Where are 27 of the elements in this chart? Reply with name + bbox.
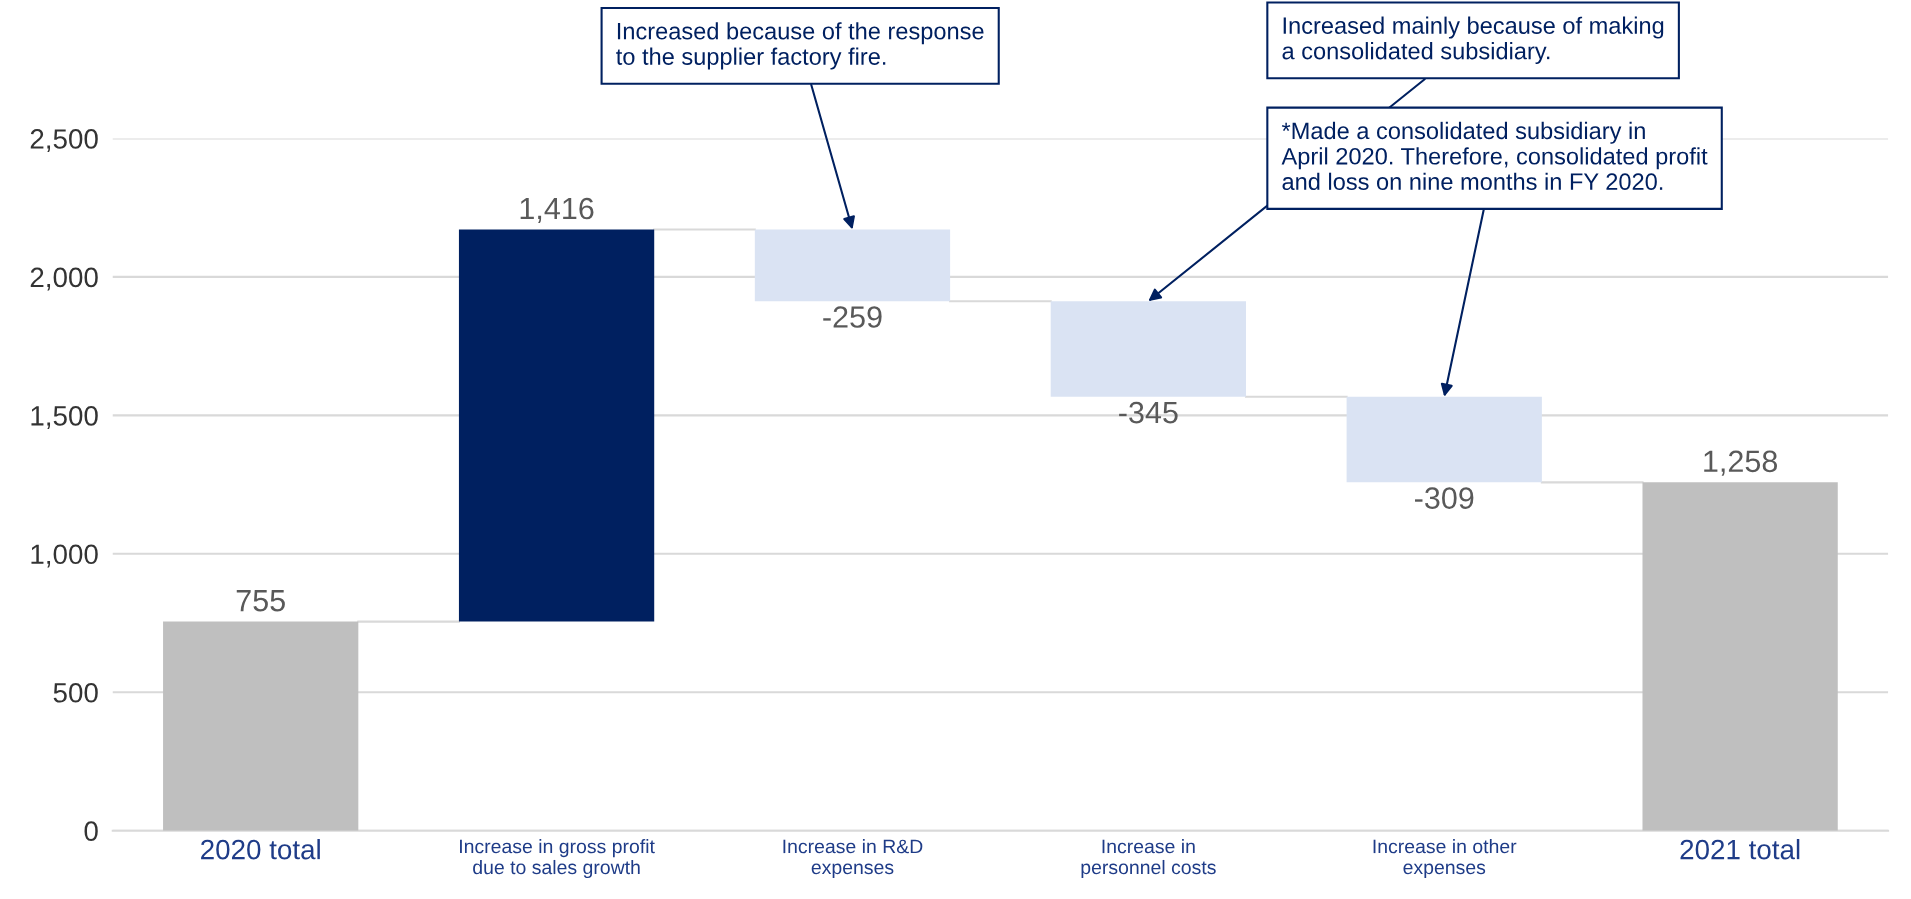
data-label: -345 bbox=[1119, 401, 1178, 424]
data-label: 755 bbox=[236, 590, 285, 612]
data-label: 1,416 bbox=[520, 197, 594, 223]
y-tick-label: 0 bbox=[84, 821, 98, 842]
x-tick-label: Increase in gross profit due to sales growth bbox=[460, 839, 655, 879]
y-tick-label: 1,000 bbox=[31, 544, 98, 568]
y-tick-label: 500 bbox=[53, 682, 98, 703]
data-label: -259 bbox=[823, 306, 882, 328]
x-tick-label: 2020 total bbox=[201, 839, 320, 860]
annotation: *Made a consolidated subsidiary in April 2020. Therefore, consolidated profit and loss on nine months in FY 2020. bbox=[1281, 121, 1708, 191]
bar bbox=[1346, 396, 1542, 483]
bar bbox=[754, 229, 951, 302]
bar bbox=[163, 621, 359, 831]
annotation: Increased because of the response to the supplier factory fire. bbox=[616, 22, 984, 70]
data-label: 1,258 bbox=[1704, 450, 1778, 476]
y-tick-label: 2,500 bbox=[30, 129, 98, 153]
bar bbox=[458, 229, 655, 622]
x-tick-label: 2021 total bbox=[1680, 839, 1800, 860]
bar bbox=[1050, 301, 1246, 397]
y-tick-label: 2,000 bbox=[30, 267, 98, 291]
annotation: Increased mainly because of making a consolidated subsidiary. bbox=[1282, 16, 1664, 65]
bar bbox=[1642, 482, 1838, 831]
x-tick-label: Increase in other expenses bbox=[1373, 839, 1517, 879]
y-tick-label: 1,500 bbox=[31, 406, 98, 429]
x-tick-label: Increase in R&D expenses bbox=[783, 839, 923, 879]
x-tick-label: Increase in personnel costs bbox=[1081, 839, 1216, 879]
data-label: -309 bbox=[1415, 487, 1474, 509]
